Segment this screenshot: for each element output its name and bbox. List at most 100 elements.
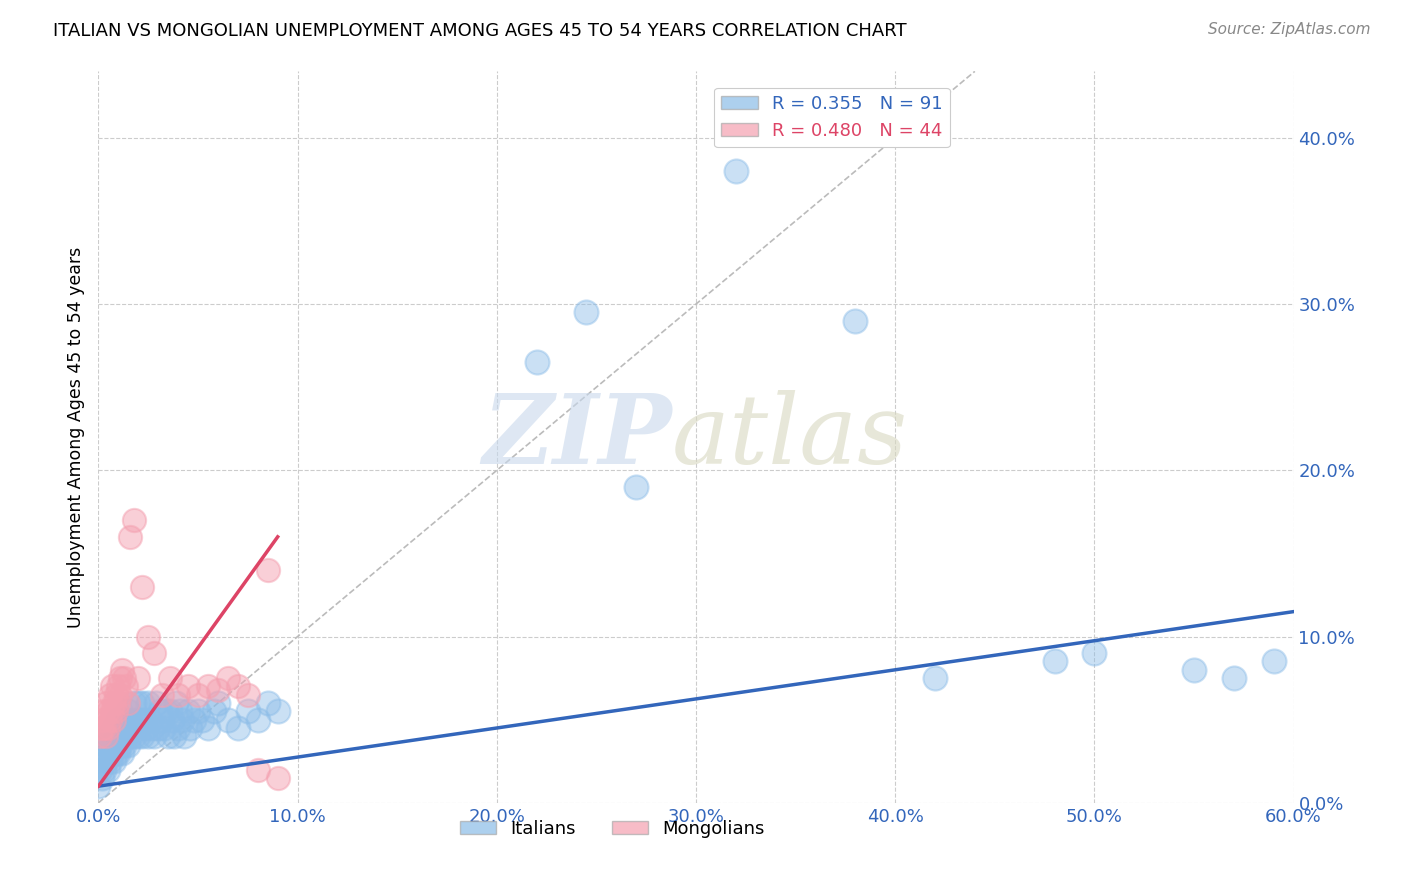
Point (131, 729, 153, 743)
Point (101, 705, 124, 719)
Point (124, 729, 146, 743)
Point (127, 696, 149, 710)
Point (1263, 655, 1285, 669)
Point (115, 729, 138, 743)
Point (139, 713, 162, 727)
Point (101, 680, 124, 694)
Point (98, 738, 122, 752)
Point (124, 696, 146, 710)
Point (87, 779, 110, 793)
Point (924, 671, 946, 685)
Point (107, 729, 129, 743)
Point (115, 680, 138, 694)
Point (91, 771, 114, 785)
Point (134, 713, 156, 727)
Point (111, 663, 134, 677)
Point (93, 705, 115, 719)
Point (98, 754, 122, 768)
Point (150, 713, 173, 727)
Point (626, 480, 648, 494)
Point (145, 696, 167, 710)
Point (97, 705, 120, 719)
Point (1223, 671, 1246, 685)
Point (191, 713, 214, 727)
Point (93, 721, 115, 735)
Point (127, 729, 149, 743)
Point (97, 729, 120, 743)
Point (103, 713, 125, 727)
Point (246, 713, 269, 727)
Point (97, 721, 120, 735)
Point (135, 721, 157, 735)
Point (117, 738, 139, 752)
Point (117, 705, 139, 719)
Point (226, 721, 249, 735)
Point (91, 754, 114, 768)
Point (173, 729, 195, 743)
Point (197, 680, 219, 694)
Point (575, 305, 598, 319)
Point (107, 680, 129, 694)
Point (112, 738, 135, 752)
Text: atlas: atlas (672, 390, 908, 484)
Point (93, 746, 115, 760)
Point (169, 705, 191, 719)
Point (167, 688, 190, 702)
Point (115, 713, 138, 727)
Point (89, 763, 111, 777)
Point (110, 721, 132, 735)
Point (187, 688, 209, 702)
Point (105, 688, 128, 702)
Point (127, 671, 149, 685)
Point (103, 696, 125, 710)
Point (105, 705, 128, 719)
Point (267, 705, 290, 719)
Point (101, 746, 124, 760)
Point (1182, 663, 1205, 677)
Point (148, 721, 170, 735)
Point (256, 696, 278, 710)
Point (97, 763, 120, 777)
Point (120, 713, 142, 727)
Point (226, 680, 249, 694)
Point (177, 705, 200, 719)
Point (103, 738, 125, 752)
Point (103, 721, 125, 735)
Point (121, 721, 143, 735)
Point (153, 721, 176, 735)
Point (101, 729, 124, 743)
Point (111, 746, 134, 760)
Point (93, 763, 115, 777)
Point (120, 530, 142, 544)
Point (236, 705, 259, 719)
Point (136, 729, 159, 743)
Point (96, 754, 118, 768)
Text: Source: ZipAtlas.com: Source: ZipAtlas.com (1208, 22, 1371, 37)
Point (526, 355, 548, 369)
Point (159, 705, 181, 719)
Point (136, 696, 159, 710)
Point (207, 682, 229, 697)
Point (165, 696, 187, 710)
Point (236, 688, 259, 702)
Point (107, 696, 129, 710)
Point (157, 729, 180, 743)
Point (187, 705, 209, 719)
Point (125, 713, 148, 727)
Point (179, 721, 201, 735)
Point (1083, 646, 1105, 660)
Point (97, 746, 120, 760)
Point (110, 738, 132, 752)
Point (141, 721, 163, 735)
Point (217, 713, 239, 727)
Point (197, 721, 219, 735)
Point (149, 705, 172, 719)
Point (124, 513, 146, 527)
Point (107, 713, 129, 727)
Point (110, 688, 132, 702)
Point (110, 671, 132, 685)
Point (160, 713, 183, 727)
Point (111, 713, 134, 727)
Point (172, 713, 194, 727)
Point (91, 721, 114, 735)
